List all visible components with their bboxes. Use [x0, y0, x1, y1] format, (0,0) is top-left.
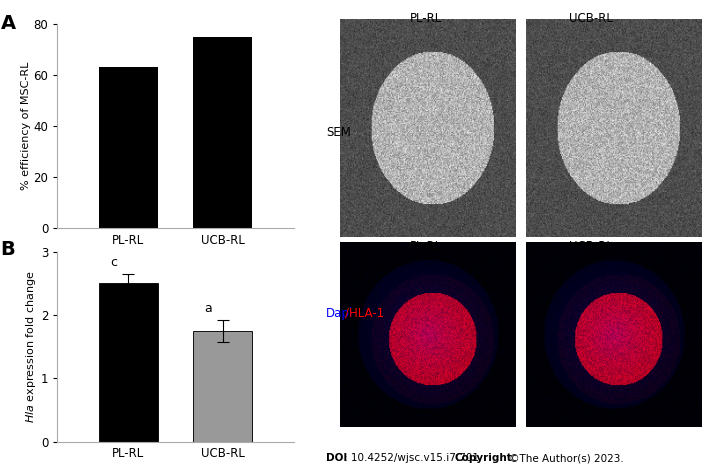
Text: c: c [110, 256, 117, 269]
Text: B: B [1, 240, 15, 259]
Text: SEM: SEM [326, 126, 351, 140]
Text: UCB-RL: UCB-RL [569, 240, 613, 253]
Bar [193, 37, 252, 228]
Text: A: A [1, 14, 16, 33]
Text: a: a [205, 302, 213, 315]
Y-axis label: $Hla$ expression fold change: $Hla$ expression fold change [24, 270, 38, 423]
Bar [99, 67, 158, 228]
Text: ©The Author(s) 2023.: ©The Author(s) 2023. [506, 453, 624, 463]
Text: PL-RL: PL-RL [410, 240, 442, 253]
Bar [99, 284, 158, 442]
Y-axis label: % efficiency of MSC-RL: % efficiency of MSC-RL [21, 62, 31, 190]
Bar [193, 331, 252, 442]
Text: /HLA-1: /HLA-1 [345, 307, 384, 320]
Text: DOI: DOI [326, 453, 347, 463]
Text: UCB-RL: UCB-RL [569, 12, 613, 25]
Text: PL-RL: PL-RL [410, 12, 442, 25]
Text: : 10.4252/wjsc.v15.i7.701: : 10.4252/wjsc.v15.i7.701 [344, 453, 482, 463]
Text: Dapi: Dapi [326, 307, 353, 320]
Text: Copyright: Copyright [455, 453, 513, 463]
